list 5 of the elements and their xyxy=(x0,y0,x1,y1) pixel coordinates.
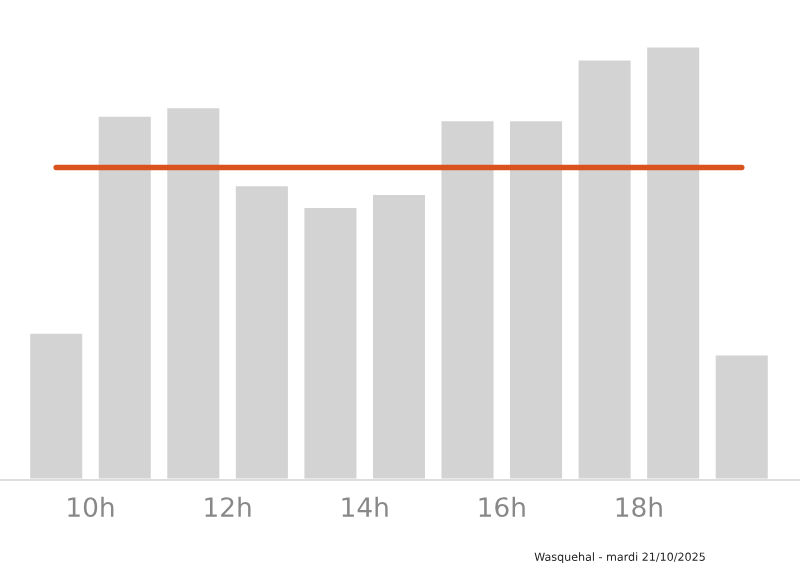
x-tick-label: 18h xyxy=(616,496,662,518)
x-tick-label: 10h xyxy=(68,496,114,518)
x-tick-label: 12h xyxy=(205,496,251,517)
x-tick-label: 16h xyxy=(479,496,525,518)
x-tick-label: 14h xyxy=(342,496,388,517)
